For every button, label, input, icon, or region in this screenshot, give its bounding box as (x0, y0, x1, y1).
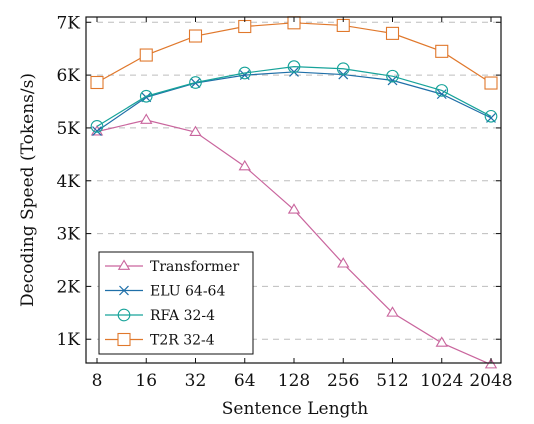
data-point-transformer (386, 306, 399, 317)
x-marker-stroke (119, 285, 129, 296)
data-point-rfa-32-4 (336, 62, 350, 76)
x-marker-stroke (92, 126, 102, 137)
circle-marker-shape (484, 109, 498, 123)
legend-marker (119, 285, 129, 296)
x-tick-label: 128 (278, 371, 310, 391)
y-tick-label: 7K (56, 13, 80, 33)
series-elu-64-64 (92, 67, 496, 137)
data-point-t2r-32-4 (385, 26, 400, 40)
triangle-marker-shape (386, 306, 399, 317)
circle-marker-shape (189, 76, 202, 89)
data-point-t2r-32-4 (90, 75, 104, 90)
circle-marker-shape (386, 69, 399, 83)
data-point-rfa-32-4 (90, 119, 104, 133)
x-marker-stroke (436, 89, 447, 100)
circle-marker-shape (117, 308, 131, 322)
data-point-transformer (337, 257, 350, 268)
data-point-t2r-32-4 (435, 44, 449, 58)
circle-marker-shape (90, 119, 104, 133)
triangle-marker-shape (117, 259, 131, 270)
data-point-transformer (238, 159, 251, 171)
y-tick-label: 2K (56, 277, 80, 297)
data-point-elu-64-64 (92, 126, 102, 137)
x-tick-label: 512 (376, 371, 408, 391)
circle-marker-shape (287, 60, 301, 74)
data-point-t2r-32-4 (484, 76, 498, 90)
x-axis-title: Sentence Length (222, 399, 368, 419)
y-tick-label: 6K (56, 66, 80, 86)
data-point-rfa-32-4 (484, 109, 498, 123)
legend-marker (117, 308, 131, 322)
square-marker-shape (188, 29, 203, 43)
data-point-t2r-32-4 (238, 19, 252, 34)
data-point-rfa-32-4 (386, 69, 399, 83)
legend-item-elu-64-64: ELU 64-64 (105, 284, 225, 300)
triangle-marker-shape (189, 125, 202, 137)
y-tick-label: 5K (56, 119, 80, 139)
data-point-rfa-32-4 (189, 76, 202, 89)
x-tick-label: 256 (327, 371, 359, 391)
triangle-marker-shape (435, 336, 448, 347)
triangle-marker-shape (140, 113, 153, 124)
square-marker-shape (238, 19, 252, 34)
data-point-rfa-32-4 (287, 60, 301, 74)
square-marker-shape (484, 76, 498, 90)
data-point-rfa-32-4 (238, 66, 252, 80)
square-marker-shape (435, 44, 449, 58)
legend-label: ELU 64-64 (150, 284, 225, 300)
circle-marker-shape (139, 89, 153, 103)
series-line-t2r-32-4 (96, 22, 492, 84)
y-tick-label: 3K (56, 225, 80, 245)
square-marker-shape (117, 332, 131, 347)
triangle-marker-shape (287, 203, 301, 214)
triangle-marker-shape (238, 159, 251, 171)
data-point-transformer (140, 113, 153, 124)
data-point-rfa-32-4 (139, 89, 153, 103)
x-tick-label: 32 (185, 371, 207, 391)
triangle-marker-shape (337, 257, 350, 268)
circle-marker-shape (336, 62, 350, 76)
square-marker-shape (90, 75, 104, 90)
x-tick-label: 8 (92, 371, 103, 391)
square-marker-shape (385, 26, 400, 40)
axis-ticks: 1K 2K 3K 4K 5K 6K 7K 8 16 32 64 128 256 512 1024 2048 (56, 13, 512, 391)
y-axis-title: Decoding Speed (Tokens/s) (18, 73, 38, 307)
series-t2r-32-4 (90, 16, 498, 90)
data-point-rfa-32-4 (435, 84, 449, 97)
legend-marker (117, 332, 131, 347)
x-tick-label: 2048 (469, 371, 512, 391)
legend: Transformer ELU 64-64 RFA 32-4 T2R 32-4 (98, 251, 254, 355)
data-point-elu-64-64 (436, 89, 447, 100)
series-rfa-32-4 (90, 60, 498, 133)
data-point-transformer (435, 336, 448, 347)
legend-label: T2R 32-4 (150, 333, 215, 349)
circle-marker-shape (238, 66, 252, 80)
x-tick-label: 1024 (420, 371, 463, 391)
x-marker-stroke (141, 92, 152, 103)
data-point-transformer (189, 125, 202, 137)
square-marker-shape (139, 48, 153, 62)
circle-marker-shape (435, 84, 449, 97)
y-tick-label: 1K (56, 330, 80, 350)
legend-item-t2r-32-4: T2R 32-4 (105, 333, 215, 349)
series-line-rfa-32-4 (96, 66, 492, 127)
legend-label: RFA 32-4 (150, 308, 215, 324)
y-tick-label: 4K (56, 172, 80, 192)
data-point-t2r-32-4 (188, 29, 203, 43)
data-point-t2r-32-4 (139, 48, 153, 62)
x-tick-label: 16 (135, 371, 157, 391)
x-tick-label: 64 (234, 371, 256, 391)
legend-item-transformer: Transformer (105, 259, 239, 275)
data-point-elu-64-64 (141, 92, 152, 103)
legend-item-rfa-32-4: RFA 32-4 (105, 308, 215, 324)
legend-label: Transformer (150, 259, 239, 275)
data-point-transformer (287, 203, 301, 214)
legend-marker (117, 259, 131, 270)
